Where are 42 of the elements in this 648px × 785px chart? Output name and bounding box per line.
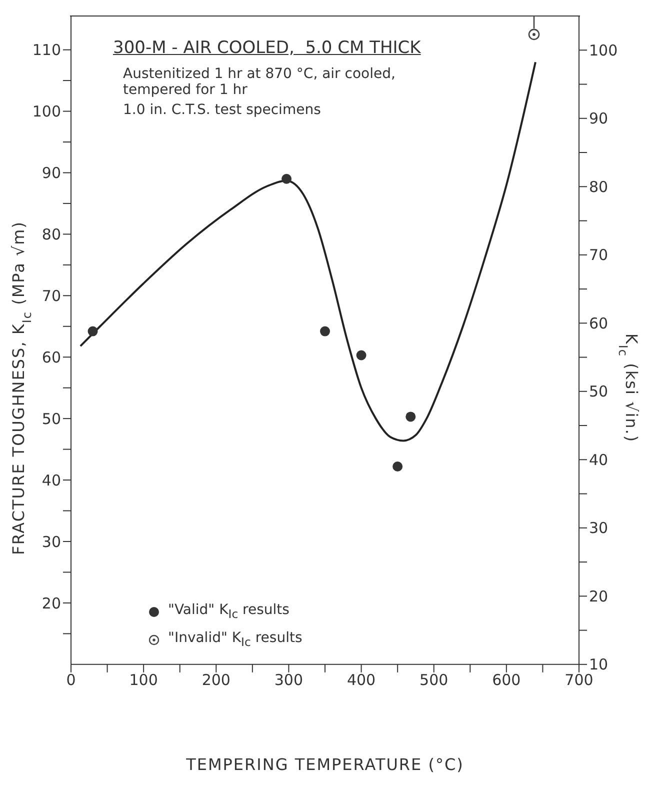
y-tick-label: 90 — [42, 164, 61, 182]
y-tick-label: 50 — [42, 410, 61, 428]
line-series — [79, 61, 536, 442]
point — [392, 462, 403, 472]
y-tick-label: 30 — [42, 532, 61, 551]
y2-tick-label: 20 — [589, 587, 608, 606]
y2-tick-label: 60 — [589, 314, 608, 332]
x-tick-label: 600 — [492, 671, 521, 690]
x-axis-title: TEMPERING TEMPERATURE (°C) — [185, 755, 464, 774]
x-tick-label: 300 — [274, 671, 304, 690]
y-tick-label: 100 — [32, 102, 61, 121]
x-tick-label: 0 — [66, 671, 76, 690]
text: 300-M - AIR COOLED, 5.0 CM THICK — [113, 38, 421, 58]
y2-tick-label: 100 — [589, 41, 618, 60]
y2-tick-label: 50 — [589, 382, 608, 401]
y2-tick-label: 70 — [589, 246, 608, 264]
legend-label: "Invalid" K$_{Ic}$ results — [168, 628, 302, 651]
x-tick-label: 400 — [346, 671, 376, 690]
point — [88, 326, 98, 336]
x-tick-label: 200 — [202, 671, 230, 690]
y-tick-label: 80 — [42, 226, 61, 244]
y2-tick-label: 10 — [589, 656, 608, 674]
y-tick-label: 60 — [42, 348, 61, 366]
x-tick-label: 100 — [129, 671, 158, 690]
y2-tick-label: 30 — [589, 519, 608, 538]
point — [356, 350, 366, 360]
point — [282, 174, 292, 184]
point — [406, 412, 416, 422]
y2-tick-label: 40 — [589, 450, 608, 469]
point — [320, 326, 330, 336]
y-tick-label: 40 — [42, 471, 61, 490]
y2-tick-label: 80 — [589, 178, 608, 196]
text: Austenitized 1 hr at 870 °C, air cooled, tempered for 1 hr — [123, 66, 396, 98]
y-tick-label: 20 — [42, 594, 61, 612]
annotation: 1.0 in. C.T.S. test specimens — [123, 102, 321, 118]
y2-tick-label: 90 — [589, 110, 608, 128]
y-tick-label: 70 — [42, 286, 61, 305]
legend-label: "Valid" K$_{Ic}$ results — [168, 601, 290, 623]
y-tick-label: 110 — [32, 41, 61, 60]
x-tick-label: 500 — [420, 671, 448, 690]
x-tick-label: 700 — [564, 671, 594, 690]
point — [528, 28, 540, 40]
